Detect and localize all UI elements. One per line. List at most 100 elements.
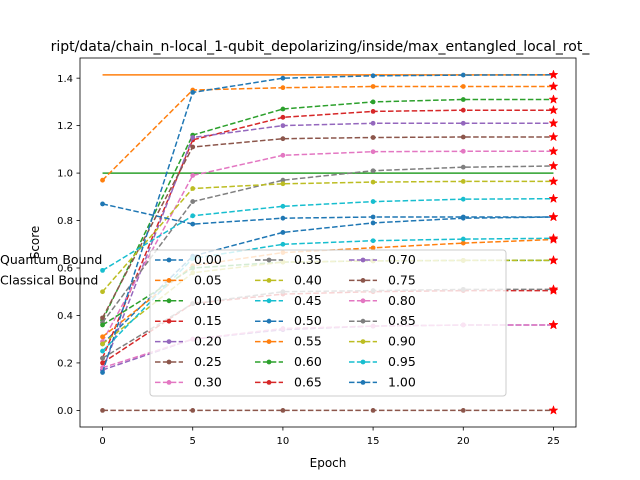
series-point <box>100 315 105 321</box>
legend-marker <box>266 257 272 263</box>
y-tick-label: 1.2 <box>57 121 73 132</box>
legend-label: 0.90 <box>388 334 416 349</box>
legend-label: 0.20 <box>194 334 222 349</box>
legend-marker <box>360 318 366 324</box>
series-end-star <box>548 319 559 330</box>
series-point <box>370 168 376 174</box>
series-point <box>370 220 376 226</box>
legend-marker <box>266 380 272 385</box>
legend-item: 0.65 <box>255 374 322 389</box>
legend-item: 0.90 <box>349 334 416 349</box>
legend-item: 0.55 <box>255 334 322 349</box>
axes-frame <box>79 57 577 428</box>
y-tick-label: 0.8 <box>57 216 73 227</box>
series-point <box>280 114 286 120</box>
series-point <box>460 178 466 184</box>
series-point <box>280 123 286 129</box>
series-point <box>370 407 376 413</box>
series-point <box>280 181 286 187</box>
legend-box <box>149 249 507 397</box>
legend-label: 0.35 <box>294 252 322 267</box>
series-point <box>370 238 376 244</box>
legend-label: 0.10 <box>194 293 222 308</box>
y-tick-label: 0.0 <box>57 406 73 417</box>
series-point <box>370 245 376 251</box>
legend-marker <box>166 359 172 365</box>
legend-label: 0.70 <box>388 252 416 267</box>
series-end-star <box>548 255 559 265</box>
series-point <box>100 360 105 366</box>
series-point <box>280 75 286 81</box>
series-point <box>100 355 105 361</box>
legend-item: 0.95 <box>349 354 416 369</box>
series-line-1 <box>101 85 554 181</box>
legend-label: 0.95 <box>388 354 416 369</box>
legend-item: Classical Bound <box>0 272 98 287</box>
series-point <box>460 107 466 113</box>
legend-marker <box>360 339 366 344</box>
series-point <box>370 120 376 126</box>
legend-marker <box>166 257 172 263</box>
legend-item: 0.80 <box>349 293 416 308</box>
series-end-star <box>548 131 559 142</box>
legend-item: 0.05 <box>155 272 222 287</box>
series-point <box>190 199 196 204</box>
series-point <box>280 106 286 112</box>
legend-item: 0.20 <box>155 334 222 349</box>
legend-marker <box>166 298 172 304</box>
legend-marker <box>266 278 272 283</box>
series-point <box>280 136 286 142</box>
series-point <box>370 199 376 204</box>
series-point <box>280 407 286 413</box>
series-point <box>460 84 466 89</box>
series-line-2 <box>101 98 554 321</box>
series-point <box>280 230 286 235</box>
x-tick-label: 20 <box>457 436 470 447</box>
series-point <box>370 108 376 114</box>
series-point <box>100 267 105 273</box>
series-point <box>190 144 196 150</box>
series-point <box>280 241 286 247</box>
legend-label: 0.55 <box>294 334 322 349</box>
series-line-9 <box>102 197 554 272</box>
series-point <box>100 201 105 207</box>
series-end-star <box>548 232 559 243</box>
series-end-star <box>548 81 559 91</box>
x-tick-label: 15 <box>367 436 380 447</box>
series-point <box>100 341 105 347</box>
series-end-star <box>548 104 559 115</box>
legend-marker <box>266 359 272 365</box>
series-point <box>100 289 105 295</box>
x-axis-label: Epoch <box>310 456 347 470</box>
legend-label: 0.40 <box>294 272 322 287</box>
series-point <box>190 221 196 227</box>
series-point <box>370 179 376 185</box>
x-tick-label: 10 <box>277 436 290 447</box>
legend: 0.00 0.05 0.10 0.15 0.20 0.25 0.30 0.35 0.40 0.45… <box>0 249 507 397</box>
series-end-star <box>548 405 559 415</box>
series-point <box>100 370 105 375</box>
y-axis-label: Score <box>28 226 42 260</box>
legend-label: 0.15 <box>194 313 222 328</box>
series-point <box>280 152 286 158</box>
legend-item: 0.35 <box>255 252 322 267</box>
legend-marker <box>360 359 366 365</box>
y-tick-label: 0.2 <box>57 359 73 370</box>
legend-label: 0.05 <box>194 272 222 287</box>
series-point <box>100 322 105 328</box>
series-point <box>190 186 196 191</box>
series-point <box>460 196 466 202</box>
series-point <box>370 149 376 155</box>
legend-label: 1.00 <box>388 374 416 389</box>
series-point <box>460 148 466 154</box>
y-tick-label: 0.6 <box>57 264 73 275</box>
y-axis: 0.0 0.2 0.4 0.6 0.8 1.0 1.2 1.4 <box>57 74 80 417</box>
legend-label: 0.80 <box>388 293 416 308</box>
series-point <box>460 134 466 140</box>
legend-marker <box>266 339 272 344</box>
legend-marker <box>360 278 366 283</box>
legend-label: 0.65 <box>294 374 322 389</box>
series-point <box>460 72 466 78</box>
legend-label: 0.45 <box>294 293 322 308</box>
